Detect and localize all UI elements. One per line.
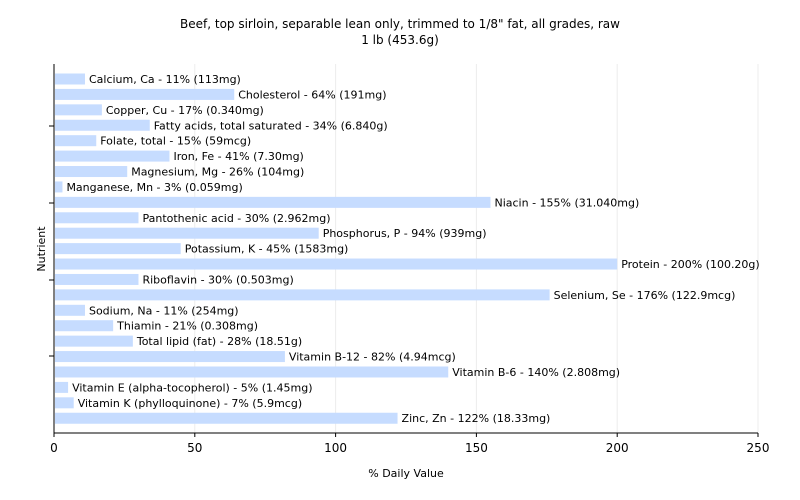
bar	[55, 150, 170, 162]
bar-label: Protein - 200% (100.20g)	[621, 258, 760, 271]
bar	[55, 258, 618, 270]
bar-label: Zinc, Zn - 122% (18.33mg)	[402, 412, 551, 425]
bar	[55, 227, 319, 239]
bar	[55, 243, 181, 255]
bar-label: Niacin - 155% (31.040mg)	[494, 196, 639, 209]
x-tick-label: 0	[50, 441, 58, 455]
bar	[55, 351, 285, 363]
bar-label: Cholesterol - 64% (191mg)	[238, 88, 386, 101]
bar	[55, 273, 139, 285]
y-axis-label: Nutrient	[35, 226, 48, 272]
x-tick-label: 150	[465, 441, 488, 455]
bar	[55, 304, 85, 316]
bar-label: Vitamin E (alpha-tocopherol) - 5% (1.45m…	[72, 381, 312, 394]
bar-label: Folate, total - 15% (59mcg)	[100, 135, 251, 148]
bar	[55, 289, 550, 301]
x-tick-label: 200	[606, 441, 629, 455]
bar	[55, 397, 74, 409]
bar	[55, 335, 133, 347]
bar-label: Copper, Cu - 17% (0.340mg)	[106, 104, 264, 117]
bar	[55, 412, 398, 424]
x-tick-label: 250	[747, 441, 770, 455]
bar	[55, 320, 114, 332]
bar-label: Selenium, Se - 176% (122.9mcg)	[554, 289, 736, 302]
bar	[55, 104, 102, 116]
bar	[55, 181, 63, 193]
bar	[55, 119, 150, 131]
x-tick-label: 100	[324, 441, 347, 455]
bar-label: Sodium, Na - 11% (254mg)	[89, 304, 239, 317]
bar	[55, 135, 97, 147]
bar	[55, 212, 139, 224]
bar-label: Calcium, Ca - 11% (113mg)	[89, 73, 241, 86]
bar	[55, 366, 449, 378]
bar-label: Vitamin B-6 - 140% (2.808mg)	[452, 366, 620, 379]
axes: 0 50 100 150 200 250	[49, 64, 769, 455]
x-axis-label: % Daily Value	[368, 467, 444, 480]
bar-label: Potassium, K - 45% (1583mg)	[185, 243, 349, 256]
bar	[55, 88, 235, 100]
bar-label: Riboflavin - 30% (0.503mg)	[142, 273, 293, 286]
chart-title: Beef, top sirloin, separable lean only, …	[180, 17, 620, 31]
bar-label: Vitamin B-12 - 82% (4.94mcg)	[289, 351, 456, 364]
bar-label: Iron, Fe - 41% (7.30mg)	[173, 150, 303, 163]
bar-label: Thiamin - 21% (0.308mg)	[116, 320, 258, 333]
x-tick-label: 50	[187, 441, 202, 455]
bar	[55, 73, 85, 85]
bar	[55, 196, 491, 208]
bars: Calcium, Ca - 11% (113mg) Cholesterol - 6…	[55, 73, 760, 425]
bar-label: Fatty acids, total saturated - 34% (6.84…	[154, 119, 388, 132]
chart-subtitle: 1 lb (453.6g)	[361, 33, 439, 47]
bar-label: Manganese, Mn - 3% (0.059mg)	[66, 181, 242, 194]
bar-label: Total lipid (fat) - 28% (18.51g)	[136, 335, 302, 348]
bar-label: Vitamin K (phylloquinone) - 7% (5.9mcg)	[78, 397, 302, 410]
bar-label: Pantothenic acid - 30% (2.962mg)	[142, 212, 330, 225]
bar	[55, 166, 128, 178]
bar	[55, 381, 69, 393]
bar-label: Phosphorus, P - 94% (939mg)	[323, 227, 487, 240]
bar-label: Magnesium, Mg - 26% (104mg)	[131, 166, 304, 179]
